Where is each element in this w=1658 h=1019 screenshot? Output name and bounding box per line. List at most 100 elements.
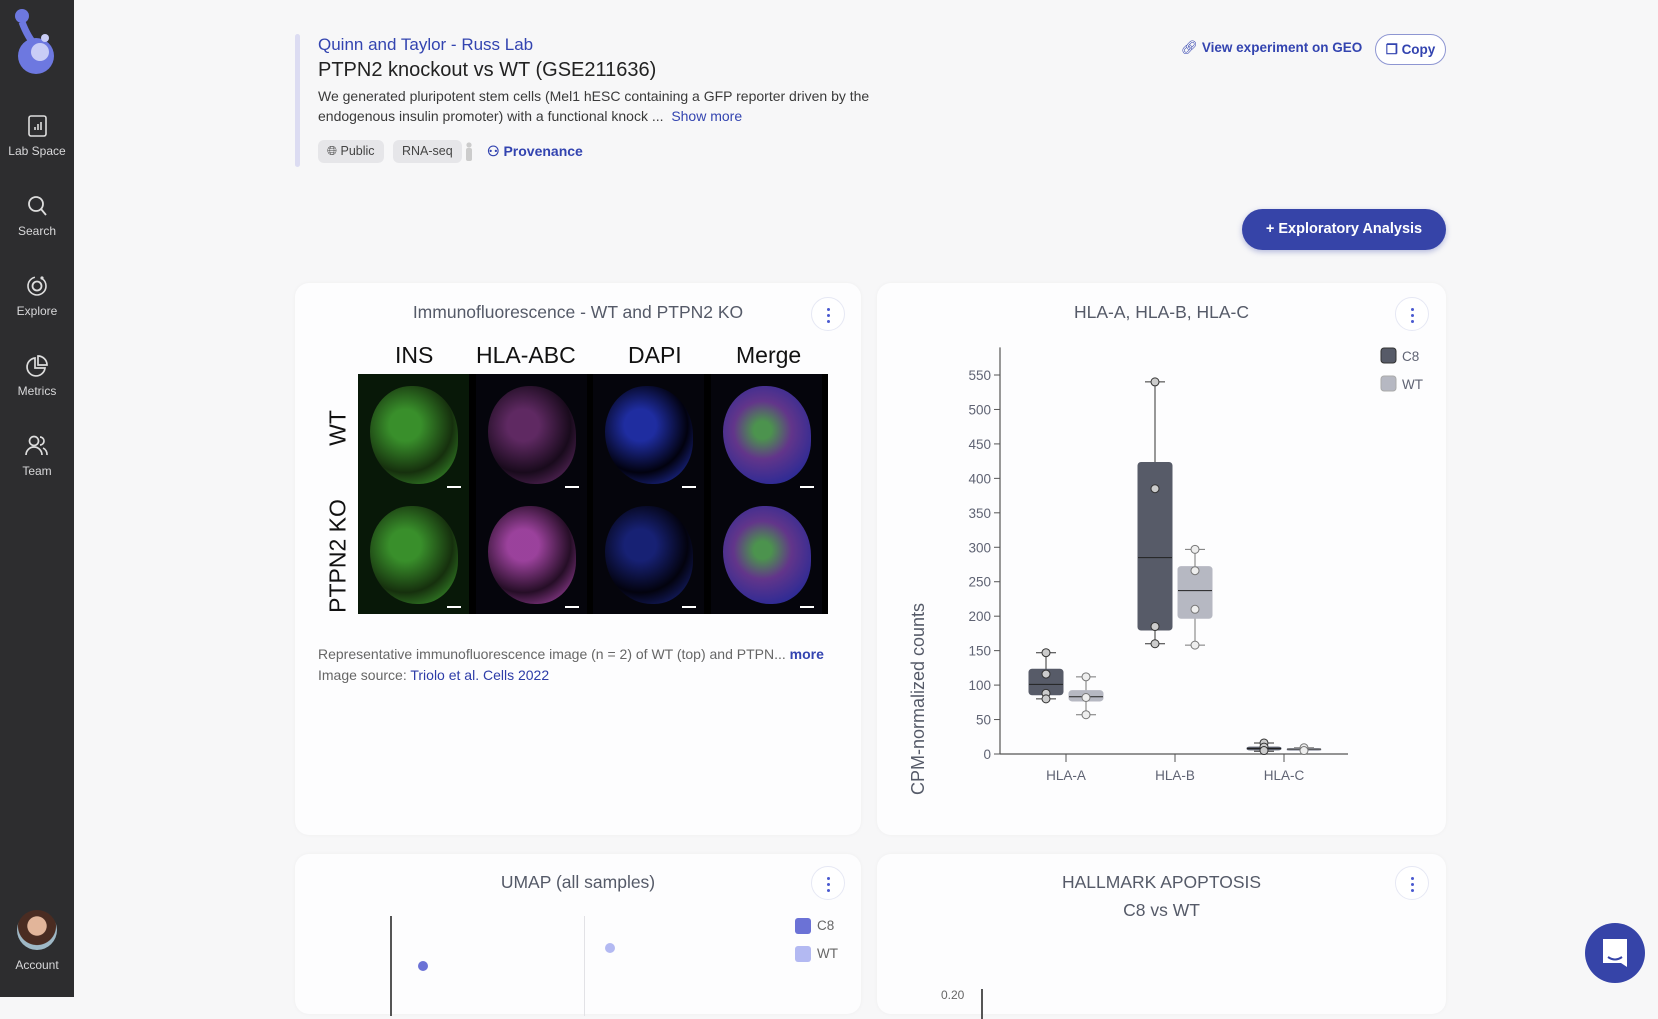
card-menu-button[interactable] <box>811 866 845 900</box>
y-tick-label: 0.20 <box>941 988 965 1002</box>
card-menu-button[interactable] <box>1395 297 1429 331</box>
sidebar-item-account[interactable]: Account <box>0 910 74 972</box>
lab-name-link[interactable]: Quinn and Taylor - Russ Lab <box>318 35 534 54</box>
card-menu-button[interactable] <box>1395 866 1429 900</box>
description-text: endogenous insulin promoter) with a func… <box>318 108 664 124</box>
immunofluorescence-image <box>358 374 828 614</box>
data-point <box>1190 640 1200 650</box>
grid-line <box>584 916 585 1016</box>
public-badge: 🌐︎ Public <box>318 140 384 163</box>
sidebar-item-label: Team <box>22 464 52 478</box>
scale-bar <box>447 606 461 608</box>
caption-text: Representative immunofluorescence image … <box>318 646 786 662</box>
logo-icon[interactable] <box>14 8 58 76</box>
geo-link-label: View experiment on GEO <box>1201 40 1363 55</box>
person-icon <box>466 142 472 161</box>
data-point <box>1150 484 1160 494</box>
copy-label: Copy <box>1401 42 1436 57</box>
scale-bar <box>682 606 696 608</box>
sidebar-item-team[interactable]: Team <box>0 434 74 478</box>
sidebar-item-metrics[interactable]: Metrics <box>0 354 74 398</box>
image-caption: Representative immunofluorescence image … <box>318 646 824 662</box>
image-panel <box>475 494 587 614</box>
legend-swatch-c8 <box>795 918 811 934</box>
metrics-icon <box>26 355 48 377</box>
cell-cluster <box>370 506 458 604</box>
y-tick-label: 350 <box>968 506 991 521</box>
data-point <box>1150 377 1160 387</box>
caption-more-link[interactable]: more <box>789 646 824 662</box>
y-axis <box>390 916 392 1016</box>
sidebar-item-label: Search <box>17 224 57 238</box>
chat-button[interactable] <box>1585 923 1645 983</box>
x-tick-label: HLA-C <box>1264 768 1305 783</box>
scale-bar <box>682 486 696 488</box>
legend-label: WT <box>817 946 838 961</box>
x-tick-label: HLA-A <box>1046 768 1086 783</box>
card-menu-button[interactable] <box>811 297 845 331</box>
sidebar-item-search[interactable]: Search <box>0 194 74 238</box>
y-tick-label: 250 <box>968 575 991 590</box>
hla-boxplot: CPM-normalized counts 0 50 100 150 200 250 300… <box>908 347 1423 795</box>
y-tick-label: 0 <box>983 747 991 762</box>
sidebar: Lab Space Search Explore Metrics Team Ac… <box>0 0 74 997</box>
link-icon: 🔗︎ <box>1181 40 1199 55</box>
sidebar-item-label: Metrics <box>17 384 57 398</box>
sidebar-item-explore[interactable]: Explore <box>0 274 74 318</box>
data-point <box>1190 544 1200 554</box>
globe-icon: 🌐︎ <box>327 144 338 158</box>
cell-cluster <box>487 386 576 484</box>
legend-swatch <box>1380 347 1397 364</box>
source-link[interactable]: Triolo et al. Cells 2022 <box>410 667 550 683</box>
data-point <box>1041 669 1051 679</box>
card-title: HALLMARK APOPTOSIS <box>1061 872 1262 892</box>
y-tick-label: 500 <box>968 402 991 417</box>
source-label: Image source: <box>318 667 407 683</box>
x-tick-label: HLA-B <box>1155 768 1195 783</box>
y-tick-label: 100 <box>968 678 991 693</box>
column-label: INS <box>395 342 434 368</box>
umap-point-c8[interactable] <box>418 961 428 971</box>
scale-bar <box>799 606 814 608</box>
provenance-link[interactable]: ⚇ Provenance <box>487 143 583 160</box>
geo-link[interactable]: 🔗︎ View experiment on GEO <box>1181 40 1362 56</box>
data-point <box>1150 622 1160 632</box>
cell-cluster <box>487 506 576 604</box>
card-title: Immunofluorescence - WT and PTPN2 KO <box>412 302 744 322</box>
y-tick-label: 450 <box>968 437 991 452</box>
avatar <box>17 910 57 950</box>
image-panel <box>358 494 469 614</box>
legend-swatch <box>1380 375 1397 392</box>
column-label: DAPI <box>628 342 682 368</box>
y-tick-label: 300 <box>968 540 991 555</box>
data-point <box>1081 710 1091 720</box>
apoptosis-card: HALLMARK APOPTOSIS C8 vs WT 0.20 <box>877 854 1446 1019</box>
copy-icon: ❐ <box>1385 42 1398 57</box>
show-more-link[interactable]: Show more <box>671 108 743 124</box>
chart-title: HLA-A, HLA-B, HLA-C <box>1073 302 1250 322</box>
image-source: Image source: Triolo et al. Cells 2022 <box>318 667 549 683</box>
explore-icon <box>27 276 47 296</box>
sidebar-item-lab-space[interactable]: Lab Space <box>0 114 74 158</box>
badge-label: Public <box>340 144 375 158</box>
copy-button[interactable]: ❐ Copy <box>1375 34 1446 65</box>
image-panel <box>358 374 469 494</box>
scale-bar <box>447 486 461 488</box>
image-panel <box>710 374 822 494</box>
legend-label: WT <box>1402 377 1423 392</box>
image-panel <box>593 494 704 614</box>
lab-space-icon <box>28 115 47 137</box>
data-point <box>1259 746 1269 756</box>
umap-point-wt[interactable] <box>605 943 615 953</box>
cell-cluster <box>722 506 811 604</box>
provenance-label: Provenance <box>503 143 583 159</box>
provenance-icon: ⚇ <box>487 143 500 159</box>
search-icon <box>28 196 47 216</box>
exploratory-analysis-button[interactable]: + Exploratory Analysis <box>1242 209 1446 250</box>
legend-label: C8 <box>817 918 835 933</box>
data-point <box>1041 694 1051 704</box>
data-point <box>1299 746 1309 756</box>
legend-swatch-wt <box>795 946 811 962</box>
image-panel <box>710 494 822 614</box>
data-point <box>1190 566 1200 576</box>
